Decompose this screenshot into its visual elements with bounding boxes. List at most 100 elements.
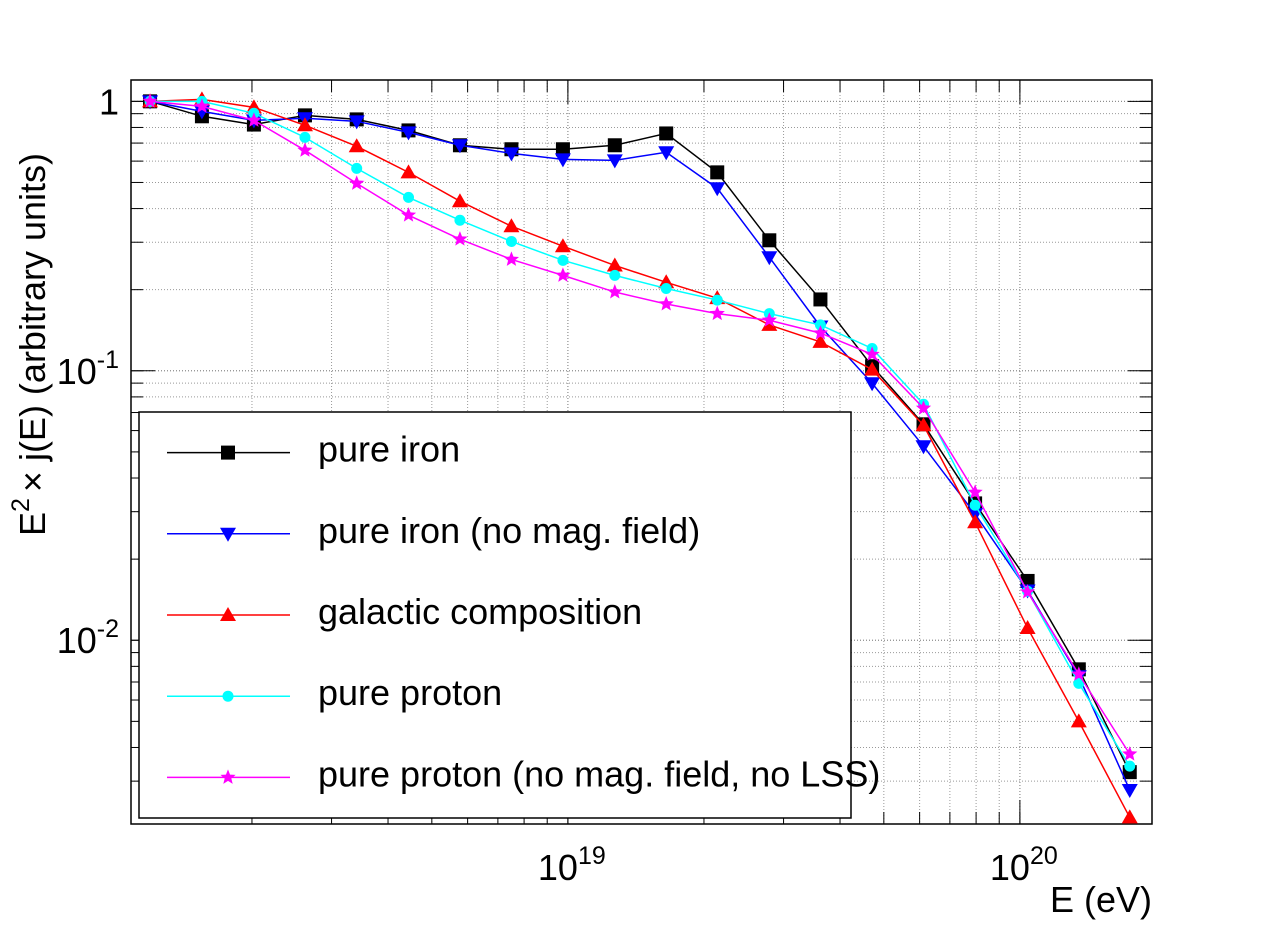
marker: [351, 162, 363, 174]
marker: [403, 191, 415, 203]
marker: [451, 193, 468, 208]
marker: [1124, 760, 1136, 772]
marker: [1070, 713, 1087, 728]
marker: [812, 333, 829, 348]
legend-label: pure iron: [318, 429, 460, 470]
marker: [658, 146, 675, 161]
marker: [400, 164, 417, 179]
marker: [761, 251, 778, 266]
legend-label: pure proton (no mag. field, no LSS): [318, 753, 880, 794]
marker: [761, 316, 778, 331]
marker: [660, 283, 672, 295]
marker: [814, 319, 826, 331]
marker: [606, 257, 623, 272]
marker: [864, 361, 881, 376]
marker: [1019, 584, 1036, 599]
marker: [1019, 620, 1036, 635]
x-tick-label: 1020: [990, 842, 1058, 888]
x-tick-label: 1019: [538, 842, 606, 888]
marker: [1073, 677, 1085, 689]
marker: [555, 142, 570, 157]
marker: [554, 238, 571, 253]
marker: [967, 484, 983, 499]
marker: [812, 325, 829, 340]
marker: [246, 112, 262, 127]
marker: [609, 269, 621, 281]
x-axis-label: E (eV): [1050, 879, 1152, 920]
tick-exponent: 20: [1030, 842, 1058, 870]
tick-base: 10: [57, 620, 97, 661]
marker: [194, 98, 210, 113]
legend-marker: [220, 607, 236, 621]
y-tick-label: 10-2: [57, 615, 119, 661]
marker: [296, 117, 313, 132]
marker: [349, 175, 365, 190]
plot-frame: [130, 79, 1153, 825]
y-tick-label: 10-1: [57, 346, 119, 392]
tick-exponent: 19: [578, 842, 606, 870]
marker: [557, 254, 569, 266]
marker: [606, 154, 623, 169]
marker: [142, 93, 158, 108]
marker: [454, 214, 466, 226]
marker: [299, 131, 311, 143]
tick-base: 10: [990, 847, 1030, 888]
legend-label: galactic composition: [318, 591, 642, 632]
marker: [709, 182, 726, 197]
y-axis-label: E2 × j(E) (arbitrary units): [7, 153, 53, 536]
marker: [915, 417, 932, 432]
marker: [864, 346, 880, 361]
marker: [451, 139, 468, 154]
tick-exponent: -1: [97, 346, 119, 374]
legend-marker: [220, 769, 236, 784]
marker: [1121, 784, 1138, 799]
legend-marker: [222, 690, 234, 702]
tick-base: 10: [538, 847, 578, 888]
marker: [400, 207, 417, 222]
marker: [452, 231, 468, 246]
y-label-base: E: [12, 512, 53, 536]
legend-label: pure iron (no mag. field): [318, 510, 700, 551]
marker: [503, 147, 520, 162]
tick-exponent: -2: [97, 615, 119, 643]
marker: [505, 235, 517, 247]
tick-base: 10: [57, 351, 97, 392]
series-line: [149, 100, 1131, 773]
marker: [555, 267, 571, 282]
marker: [503, 251, 520, 266]
marker: [969, 499, 981, 511]
marker: [503, 218, 520, 233]
marker: [348, 115, 365, 130]
marker: [348, 138, 365, 153]
y-label-rest: × j(E) (arbitrary units): [12, 153, 53, 492]
marker: [813, 292, 828, 307]
marker: [297, 142, 313, 157]
marker: [193, 105, 210, 120]
marker: [607, 284, 623, 299]
marker: [607, 138, 622, 153]
marker: [762, 233, 777, 248]
series-line: [150, 100, 1131, 767]
marker: [710, 165, 725, 180]
marker: [1071, 666, 1087, 681]
series-line: [149, 100, 1131, 755]
marker: [1122, 746, 1138, 761]
marker: [554, 153, 571, 168]
y-tick-label: 1: [99, 81, 119, 122]
marker: [658, 295, 674, 311]
marker: [400, 126, 417, 141]
legend-label: pure proton: [318, 672, 502, 713]
marker: [915, 440, 932, 455]
marker: [864, 377, 881, 392]
legend-marker: [221, 445, 235, 460]
legend-marker: [220, 527, 236, 542]
series-line: [150, 98, 1131, 818]
series-line: [149, 100, 1131, 791]
marker: [1121, 809, 1138, 824]
marker: [711, 294, 723, 306]
marker: [659, 126, 674, 141]
marker: [709, 305, 725, 321]
y-label-exponent: 2: [7, 498, 35, 512]
marker: [761, 312, 777, 327]
